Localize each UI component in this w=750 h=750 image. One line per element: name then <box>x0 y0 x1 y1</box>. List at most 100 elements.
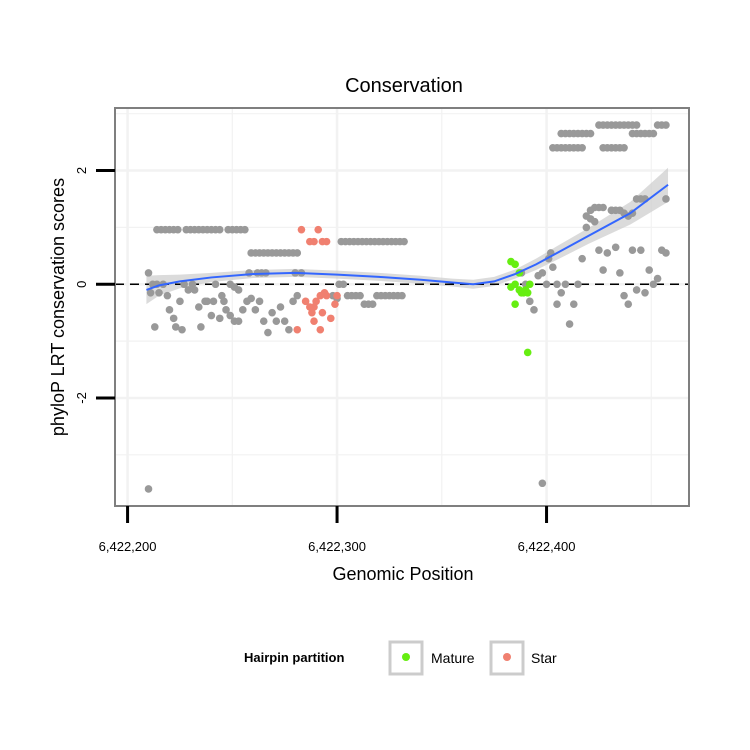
data-point-other <box>268 308 276 317</box>
data-point-other <box>586 129 595 138</box>
data-point-other <box>649 280 658 289</box>
data-point-other <box>144 269 153 277</box>
data-point-other <box>226 311 235 320</box>
data-point-other <box>238 306 247 314</box>
confidence-ribbon-layer <box>146 167 669 305</box>
data-point-other <box>169 314 178 323</box>
data-point-other <box>582 212 591 220</box>
data-point-star <box>293 325 302 334</box>
data-point-other <box>259 317 268 326</box>
data-point-star <box>312 297 320 306</box>
data-point-other <box>611 243 620 252</box>
smooth-trend-line <box>146 183 669 291</box>
data-point-star <box>333 291 341 300</box>
y-tick-label: 0 <box>74 281 89 288</box>
panel-background <box>115 108 689 506</box>
data-point-other <box>209 297 218 306</box>
data-point-other <box>574 280 582 289</box>
data-point-other <box>194 303 203 311</box>
data-point-other <box>653 274 662 283</box>
data-point-other <box>662 195 670 203</box>
chart-title: Conservation <box>345 75 463 97</box>
data-point-other <box>616 269 624 277</box>
data-point-mature <box>511 260 519 269</box>
x-tick-label: 6,422,400 <box>518 539 576 554</box>
y-axis: -2 0 2 <box>74 167 115 404</box>
data-point-other <box>590 217 599 226</box>
legend-dot-star <box>503 653 511 661</box>
data-point-other <box>234 317 243 326</box>
x-tick-label: 6,422,300 <box>308 539 366 554</box>
data-point-star <box>297 225 306 234</box>
data-point-other <box>582 223 591 232</box>
data-point-other <box>293 291 302 300</box>
data-point-other <box>553 280 561 289</box>
data-point-other <box>264 328 272 337</box>
data-point-other <box>251 306 260 314</box>
data-point-other <box>176 297 184 306</box>
data-point-other <box>599 266 607 274</box>
data-point-other <box>280 317 289 326</box>
data-point-other <box>586 206 595 215</box>
data-point-other <box>553 300 561 308</box>
legend-label-star: Star <box>531 650 557 666</box>
data-point-other <box>632 195 641 203</box>
data-point-star <box>322 291 331 300</box>
data-point-other <box>662 249 670 257</box>
data-point-other <box>163 291 172 300</box>
data-point-other <box>603 249 612 257</box>
data-point-other <box>190 286 199 294</box>
data-point-mature <box>523 348 532 357</box>
data-point-other <box>607 206 616 215</box>
data-point-other <box>569 300 578 308</box>
data-point-star <box>322 237 331 246</box>
data-point-other <box>220 297 228 306</box>
data-point-other <box>276 303 285 311</box>
data-point-other <box>272 317 281 326</box>
data-point-other <box>241 225 249 234</box>
data-point-other <box>565 320 574 328</box>
data-point-other <box>151 323 159 331</box>
data-point-star <box>301 297 310 306</box>
data-point-star <box>326 314 335 323</box>
data-point-other <box>215 314 224 323</box>
data-point-other <box>561 280 570 289</box>
data-point-other <box>289 297 297 306</box>
data-point-other <box>211 280 220 289</box>
data-point-other <box>184 286 193 294</box>
data-point-other <box>530 306 538 314</box>
data-point-star <box>331 300 339 308</box>
legend-dot-mature <box>402 653 410 661</box>
legend-title: Hairpin partition <box>244 650 344 665</box>
data-point-other <box>165 306 174 314</box>
data-point-other <box>578 254 586 263</box>
data-point-other <box>247 294 255 303</box>
data-point-other <box>525 297 534 306</box>
panel-border <box>114 107 690 507</box>
smooth-curve-layer <box>146 183 669 291</box>
data-point-other <box>557 288 566 297</box>
data-point-mature <box>511 300 519 308</box>
data-point-other <box>339 280 348 289</box>
x-axis: 6,422,200 6,422,300 6,422,400 <box>99 506 576 554</box>
data-point-other <box>178 325 186 334</box>
data-point-other <box>398 291 406 300</box>
data-point-other <box>542 280 551 289</box>
data-point-other <box>400 237 408 246</box>
legend: Hairpin partition Mature Star <box>244 640 557 676</box>
data-point-star <box>314 225 323 234</box>
data-point-other <box>641 288 649 297</box>
data-point-other <box>637 246 645 254</box>
data-point-other <box>215 225 224 234</box>
data-point-other <box>628 246 637 254</box>
data-point-mature <box>519 288 528 297</box>
data-point-other <box>180 280 188 289</box>
data-point-other <box>155 288 163 297</box>
confidence-ribbon <box>146 167 669 305</box>
legend-label-mature: Mature <box>431 650 475 666</box>
data-point-other <box>234 286 243 294</box>
data-point-other <box>368 300 377 308</box>
data-point-other <box>255 297 264 306</box>
data-point-mature <box>525 280 534 289</box>
